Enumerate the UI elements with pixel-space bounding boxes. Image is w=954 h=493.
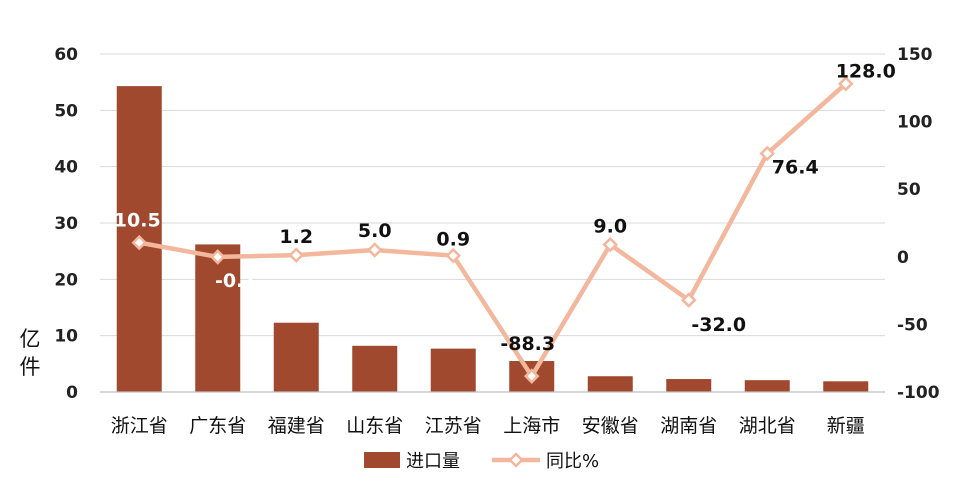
category-label: 福建省 xyxy=(268,415,325,437)
right-tick-label: -50 xyxy=(897,315,928,335)
line-point xyxy=(680,292,697,308)
left-tick-label: 40 xyxy=(54,158,78,178)
data-label: 76.4 xyxy=(772,157,819,179)
category-label: 山东省 xyxy=(346,415,403,437)
category-label: 浙江省 xyxy=(111,415,168,437)
line-point xyxy=(523,368,540,384)
legend-label-bar: 进口量 xyxy=(406,451,460,472)
bar xyxy=(352,345,398,392)
bar xyxy=(430,348,476,392)
data-label: 5.0 xyxy=(358,220,392,242)
right-tick-label: 0 xyxy=(897,248,909,268)
category-label: 湖北省 xyxy=(739,415,796,437)
right-axis: -100 -50 0 50 100 150 xyxy=(897,45,940,403)
line-point xyxy=(602,236,619,253)
line-point xyxy=(209,249,226,265)
left-tick-label: 0 xyxy=(66,383,78,403)
x-axis: 浙江省 广东省 福建省 山东省 江苏省 上海市 安徽省 湖南省 湖北省 新疆 xyxy=(100,391,885,437)
data-label: 9.0 xyxy=(593,216,627,238)
left-tick-label: 20 xyxy=(54,270,78,290)
left-tick-label: 50 xyxy=(54,101,78,121)
legend-line-marker xyxy=(508,452,524,468)
bar xyxy=(195,244,241,392)
legend-label-line: 同比% xyxy=(546,451,599,472)
bar xyxy=(744,380,790,392)
category-label: 安徽省 xyxy=(582,415,639,437)
category-label: 湖南省 xyxy=(660,415,717,437)
right-tick-label: 50 xyxy=(897,180,921,200)
line-point xyxy=(288,247,305,263)
data-label: 1.2 xyxy=(279,226,313,248)
category-label: 广东省 xyxy=(189,415,246,437)
data-label: 0.9 xyxy=(436,229,470,251)
y-axis-label-char: 亿 xyxy=(20,327,41,351)
line-series: 10.5 -0.1 1.2 5.0 0.9 -88.3 9.0 -32.0 76.4 128.0 xyxy=(114,61,896,384)
category-label: 江苏省 xyxy=(425,415,482,437)
left-tick-label: 60 xyxy=(54,45,78,65)
y-axis-label: 亿件 xyxy=(20,327,41,379)
data-label: 10.5 xyxy=(114,210,161,232)
data-label: -88.3 xyxy=(500,333,555,355)
y-axis-label-char: 件 xyxy=(20,355,41,379)
right-tick-label: 100 xyxy=(897,113,933,133)
left-axis: 0 10 20 30 40 50 60 xyxy=(54,45,78,403)
bar xyxy=(587,376,633,392)
data-label: 128.0 xyxy=(836,61,896,83)
line-point xyxy=(837,75,854,92)
bar xyxy=(273,322,319,392)
line-point xyxy=(445,247,462,264)
category-label: 新疆 xyxy=(827,415,865,437)
line-point xyxy=(131,234,148,251)
category-label: 上海市 xyxy=(503,415,560,437)
right-tick-label: 150 xyxy=(897,45,933,65)
left-tick-label: 30 xyxy=(54,214,78,234)
left-tick-label: 10 xyxy=(54,327,78,347)
bar-series xyxy=(116,86,869,393)
line-path xyxy=(137,81,848,379)
data-label: -0.1 xyxy=(215,270,257,292)
right-tick-label: -100 xyxy=(897,383,940,403)
legend-bar-swatch xyxy=(364,452,400,468)
bar xyxy=(823,381,869,392)
line-point xyxy=(366,242,383,258)
data-label: -32.0 xyxy=(691,314,746,336)
bar xyxy=(666,379,712,392)
legend: 进口量 同比% xyxy=(364,451,599,472)
line-point xyxy=(759,145,776,162)
